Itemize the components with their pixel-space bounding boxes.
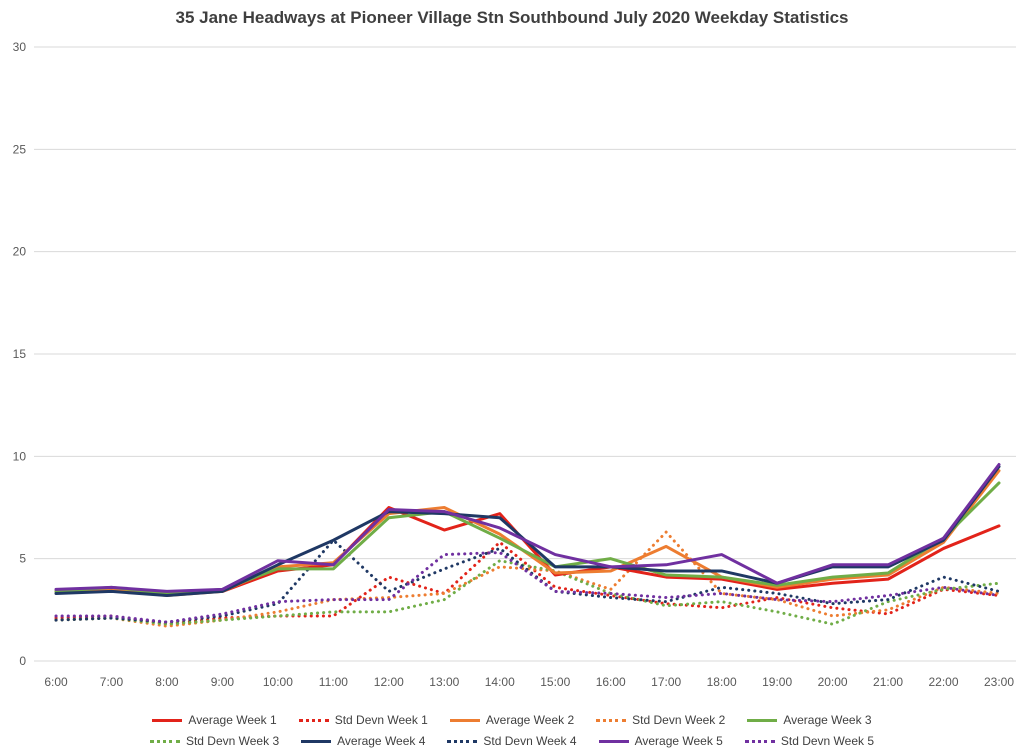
y-tick-label: 30 xyxy=(13,40,27,54)
x-tick-label: 17:00 xyxy=(651,675,681,689)
x-tick-label: 8:00 xyxy=(155,675,179,689)
legend-swatch-solid xyxy=(449,718,480,722)
x-tick-label: 12:00 xyxy=(374,675,404,689)
legend-item: Std Devn Week 2 xyxy=(596,713,725,727)
legend-item: Average Week 2 xyxy=(449,713,575,727)
x-tick-label: 22:00 xyxy=(929,675,959,689)
x-tick-label: 15:00 xyxy=(540,675,570,689)
x-tick-label: 7:00 xyxy=(100,675,124,689)
x-tick-label: 10:00 xyxy=(263,675,293,689)
x-tick-label: 6:00 xyxy=(44,675,68,689)
y-tick-label: 0 xyxy=(19,654,26,668)
legend-item: Average Week 5 xyxy=(598,734,723,748)
x-tick-label: 11:00 xyxy=(319,675,348,689)
legend-swatch-dotted xyxy=(744,739,775,743)
legend-item: Std Devn Week 5 xyxy=(744,734,875,748)
y-tick-label: 20 xyxy=(13,245,27,259)
series-line xyxy=(54,506,1001,595)
legend-row: Average Week 1 Std Devn Week 1 Average Wee… xyxy=(0,713,1024,727)
x-tick-label: 23:00 xyxy=(984,675,1014,689)
legend-label: Average Week 3 xyxy=(783,713,872,727)
legend-label: Std Devn Week 5 xyxy=(780,734,875,748)
chart-title: 35 Jane Headways at Pioneer Village Stn … xyxy=(175,8,849,27)
x-tick-label: 20:00 xyxy=(818,675,848,689)
legend-label: Average Week 5 xyxy=(634,734,723,748)
x-tick-label: 18:00 xyxy=(707,675,737,689)
series-line xyxy=(54,559,1001,626)
legend-label: Std Devn Week 2 xyxy=(632,713,726,727)
x-tick-label: 21:00 xyxy=(873,675,903,689)
legend: Average Week 1 Std Devn Week 1 Average Wee… xyxy=(0,713,1024,748)
legend-swatch-solid xyxy=(598,739,629,743)
series-line xyxy=(54,538,1001,624)
series-line xyxy=(54,551,1001,624)
x-tick-label: 16:00 xyxy=(596,675,626,689)
legend-label: Std Devn Week 3 xyxy=(185,734,280,748)
x-tick-label: 19:00 xyxy=(762,675,792,689)
series-line xyxy=(54,469,1001,598)
legend-swatch-solid xyxy=(747,718,778,722)
y-tick-label: 5 xyxy=(19,552,26,566)
legend-label: Average Week 2 xyxy=(485,713,575,727)
x-tick-label: 14:00 xyxy=(485,675,515,689)
y-tick-label: 10 xyxy=(13,449,27,463)
legend-swatch-solid xyxy=(301,739,332,743)
legend-item: Average Week 4 xyxy=(301,734,425,748)
legend-label: Std Devn Week 4 xyxy=(483,734,577,748)
legend-swatch-dotted xyxy=(298,718,329,722)
legend-item: Std Devn Week 1 xyxy=(298,713,428,727)
legend-item: Std Devn Week 4 xyxy=(447,734,577,748)
y-tick-label: 25 xyxy=(13,142,27,156)
legend-item: Std Devn Week 3 xyxy=(149,734,280,748)
legend-swatch-solid xyxy=(152,718,183,722)
legend-item: Average Week 3 xyxy=(747,713,872,727)
legend-label: Std Devn Week 1 xyxy=(334,713,428,727)
legend-swatch-dotted xyxy=(447,739,478,743)
legend-label: Average Week 1 xyxy=(188,713,277,727)
legend-row: Std Devn Week 3 Average Week 4 Std Devn We… xyxy=(0,734,1024,748)
x-tick-label: 13:00 xyxy=(429,675,459,689)
legend-item: Average Week 1 xyxy=(152,713,277,727)
legend-swatch-dotted xyxy=(149,739,180,743)
series-line xyxy=(54,540,1001,626)
x-tick-label: 9:00 xyxy=(211,675,235,689)
series-line xyxy=(54,463,1001,593)
y-tick-label: 15 xyxy=(13,347,27,361)
legend-label: Average Week 4 xyxy=(337,734,426,748)
legend-swatch-dotted xyxy=(596,718,627,722)
